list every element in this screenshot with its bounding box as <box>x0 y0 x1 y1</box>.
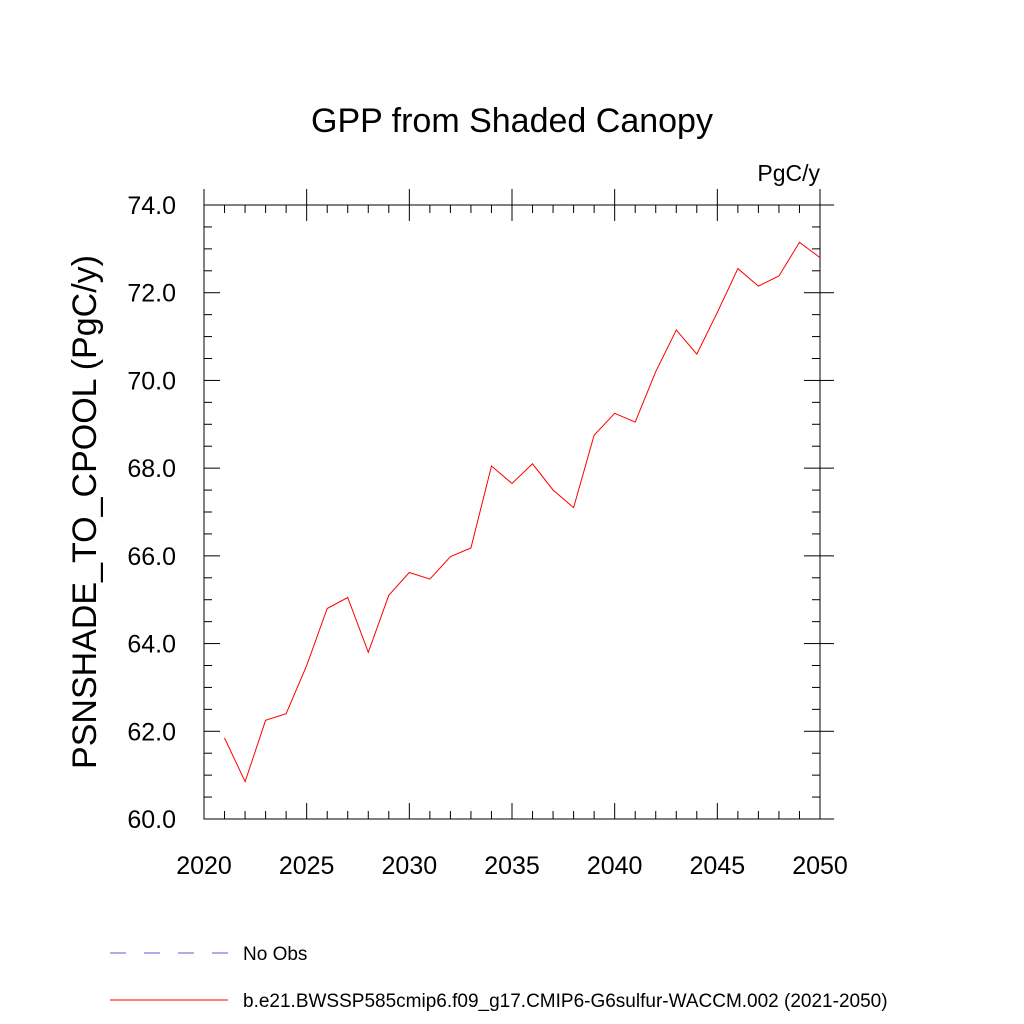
units-label: PgC/y <box>757 160 820 186</box>
y-axis-label: PSNSHADE_TO_CPOOL (PgC/y) <box>66 255 104 769</box>
y-tick-label: 60.0 <box>127 806 176 834</box>
y-tick-label: 72.0 <box>127 280 176 308</box>
x-tick-label: 2025 <box>279 852 335 880</box>
x-tick-label: 2035 <box>484 852 540 880</box>
x-tick-label: 2045 <box>690 852 746 880</box>
y-tick-label: 62.0 <box>127 718 176 746</box>
y-tick-label: 64.0 <box>127 631 176 659</box>
y-tick-label: 68.0 <box>127 455 176 483</box>
plot-frame <box>203 204 821 820</box>
series-lines <box>224 241 821 784</box>
x-tick-label: 2040 <box>587 852 643 880</box>
legend: No Obs b.e21.BWSSP585cmip6.f09_g17.CMIP6-… <box>110 944 888 1012</box>
legend-label: No Obs <box>243 944 307 965</box>
x-tick-label: 2050 <box>792 852 848 880</box>
chart-title: GPP from Shaded Canopy <box>311 102 713 140</box>
axis-ticks <box>203 189 834 820</box>
legend-label: b.e21.BWSSP585cmip6.f09_g17.CMIP6-G6sulf… <box>243 991 888 1012</box>
y-tick-label: 74.0 <box>127 192 176 220</box>
y-tick-label: 66.0 <box>127 543 176 571</box>
y-tick-label: 70.0 <box>127 367 176 395</box>
series-line <box>224 241 821 784</box>
axis-tick-labels: 2020 2025 2030 2035 2040 2045 2050 60.0 62.0 64.0… <box>127 192 847 880</box>
x-tick-label: 2030 <box>382 852 438 880</box>
x-tick-label: 2020 <box>176 852 232 880</box>
